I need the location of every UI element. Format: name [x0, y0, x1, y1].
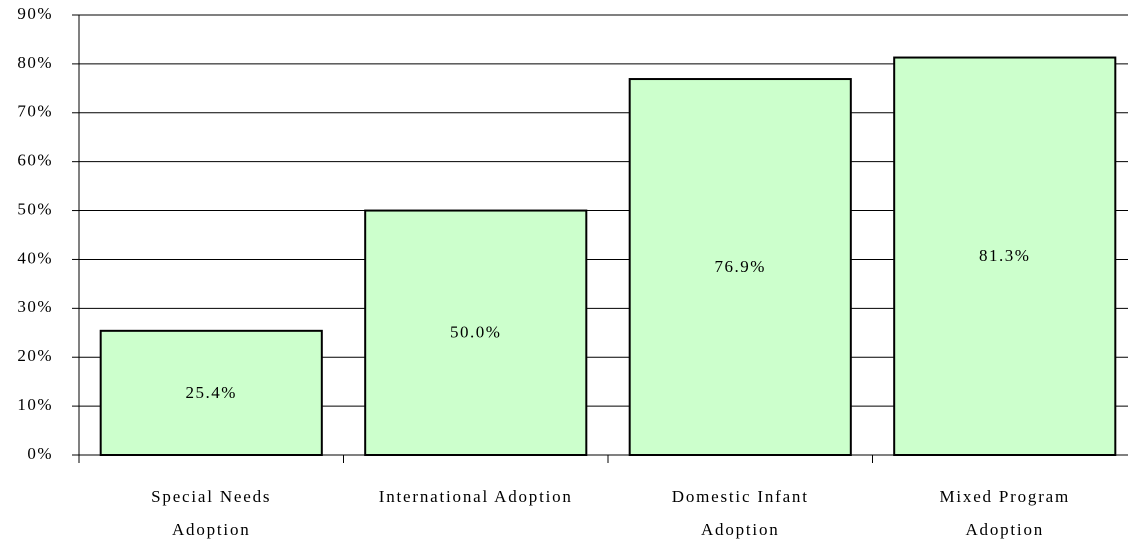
value-label: 76.9%	[715, 257, 766, 276]
y-tick-label: 30%	[17, 297, 53, 316]
x-tick-label: Mixed Program Adoption	[939, 487, 1071, 539]
y-tick-label: 60%	[17, 151, 53, 170]
value-label: 50.0%	[450, 323, 501, 342]
y-tick-label: 10%	[17, 395, 53, 414]
y-tick-label: 40%	[17, 248, 53, 267]
y-tick-label: 50%	[17, 199, 53, 218]
x-tick-label: International Adoption	[378, 487, 573, 506]
value-label: 81.3%	[979, 246, 1030, 265]
bar	[99, 329, 323, 457]
x-tick-label: Special Needs Adoption	[151, 487, 272, 539]
bar	[628, 78, 852, 457]
x-tick-label: Domestic Infant Adoption	[671, 487, 809, 539]
y-tick-label: 80%	[17, 53, 53, 72]
y-tick-label: 0%	[27, 444, 53, 463]
y-tick-label: 20%	[17, 346, 53, 365]
y-tick-label: 70%	[17, 102, 53, 121]
bar	[893, 56, 1117, 457]
bar	[364, 209, 588, 456]
value-label: 25.4%	[186, 383, 237, 402]
y-tick-label: 90%	[17, 4, 53, 23]
